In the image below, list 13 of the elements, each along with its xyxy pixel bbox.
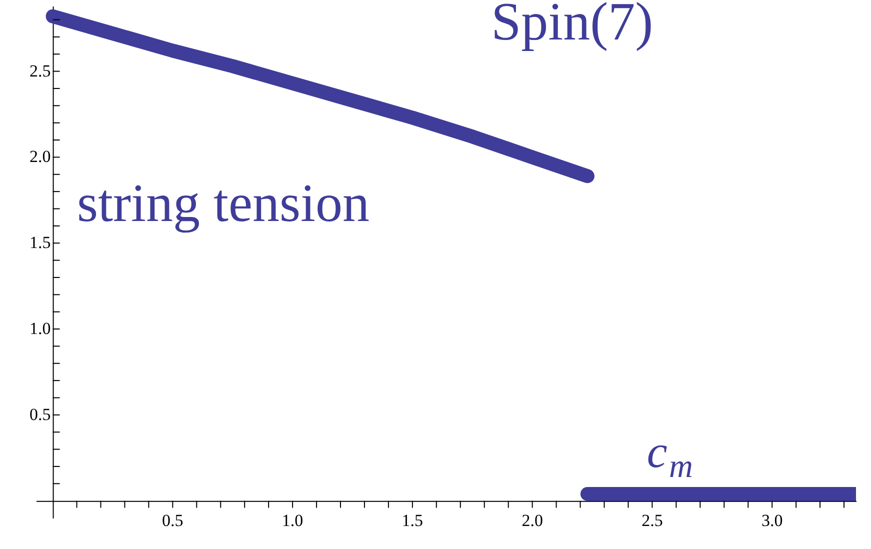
x-tick-label: 0.5 <box>162 510 184 530</box>
x-tick-label: 1.5 <box>402 510 424 530</box>
annotation: string tension <box>77 173 370 234</box>
annotation: Spin(7) <box>491 0 654 52</box>
x-tick-label: 3.0 <box>761 510 783 530</box>
x-tick-label: 2.0 <box>522 510 543 530</box>
y-tick-label: 2.5 <box>30 61 51 80</box>
y-tick-label: 1.0 <box>30 319 51 338</box>
y-tick-label: 0.5 <box>30 404 51 424</box>
x-tick-label: 2.5 <box>642 510 663 530</box>
y-tick-label: 1.5 <box>30 233 51 252</box>
y-tick-label: 2.0 <box>30 147 51 166</box>
x-tick-label: 1.0 <box>282 510 304 530</box>
